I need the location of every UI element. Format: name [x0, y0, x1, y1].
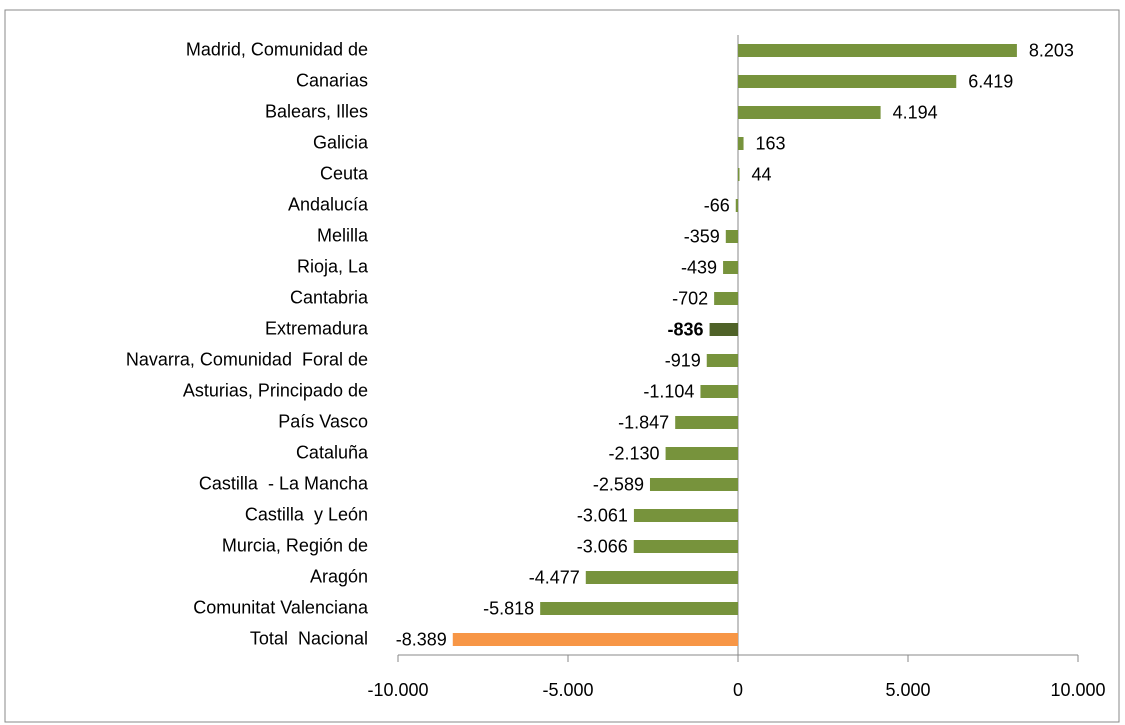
bar — [723, 261, 738, 274]
bar — [706, 354, 738, 367]
y-tick-label: Total Nacional — [250, 628, 368, 648]
bar — [725, 230, 738, 243]
bar — [452, 633, 738, 646]
x-tick-label: 5.000 — [885, 680, 930, 700]
bar — [738, 137, 744, 150]
value-label: -1.104 — [643, 381, 694, 401]
bar — [649, 478, 738, 491]
bar — [738, 44, 1017, 57]
y-tick-label: Cataluña — [296, 442, 369, 462]
bar — [738, 168, 740, 181]
y-tick-label: Balears, Illes — [265, 101, 368, 121]
y-tick-label: Murcia, Región de — [222, 535, 368, 555]
value-label: -3.061 — [577, 505, 628, 525]
x-tick-label: -10.000 — [367, 680, 428, 700]
y-tick-label: Castilla y León — [245, 504, 368, 524]
y-tick-label: Melilla — [317, 225, 369, 245]
value-label: -702 — [672, 288, 708, 308]
bar — [714, 292, 738, 305]
value-label: -359 — [684, 226, 720, 246]
value-label: -1.847 — [618, 412, 669, 432]
bar — [585, 571, 738, 584]
value-label: 8.203 — [1029, 40, 1074, 60]
y-tick-label: Aragón — [310, 566, 368, 586]
bar — [675, 416, 738, 429]
value-label: -836 — [668, 319, 704, 339]
bar — [709, 323, 738, 336]
y-tick-label: Asturias, Principado de — [183, 380, 368, 400]
bar — [700, 385, 738, 398]
value-label: -439 — [681, 257, 717, 277]
x-tick-label: 0 — [733, 680, 743, 700]
bar — [633, 509, 738, 522]
bar — [735, 199, 738, 212]
y-tick-label: Cantabria — [290, 287, 369, 307]
y-tick-label: Madrid, Comunidad de — [186, 39, 368, 59]
bar — [540, 602, 738, 615]
value-label: -3.066 — [577, 536, 628, 556]
value-label: -2.589 — [593, 474, 644, 494]
bar — [633, 540, 738, 553]
value-label: 4.194 — [893, 102, 938, 122]
y-tick-label: Extremadura — [265, 318, 369, 338]
y-tick-label: Castilla - La Mancha — [199, 473, 369, 493]
bar — [738, 106, 881, 119]
y-tick-label: Andalucía — [288, 194, 369, 214]
y-tick-label: Rioja, La — [297, 256, 369, 276]
value-label: 44 — [751, 164, 771, 184]
value-label: -919 — [665, 350, 701, 370]
value-label: -4.477 — [529, 567, 580, 587]
value-label: 163 — [756, 133, 786, 153]
value-label: 6.419 — [968, 71, 1013, 91]
bar — [665, 447, 738, 460]
y-tick-label: Ceuta — [320, 163, 369, 183]
value-label: -8.389 — [396, 629, 447, 649]
y-tick-label: Galicia — [313, 132, 369, 152]
bar — [738, 75, 957, 88]
y-tick-label: Canarias — [296, 70, 368, 90]
value-label: -66 — [704, 195, 730, 215]
x-tick-label: -5.000 — [542, 680, 593, 700]
y-tick-label: Navarra, Comunidad Foral de — [126, 349, 368, 369]
value-label: -2.130 — [609, 443, 660, 463]
value-label: -5.818 — [483, 598, 534, 618]
y-tick-label: Comunitat Valenciana — [193, 597, 369, 617]
y-tick-label: País Vasco — [278, 411, 368, 431]
x-tick-label: 10.000 — [1050, 680, 1105, 700]
